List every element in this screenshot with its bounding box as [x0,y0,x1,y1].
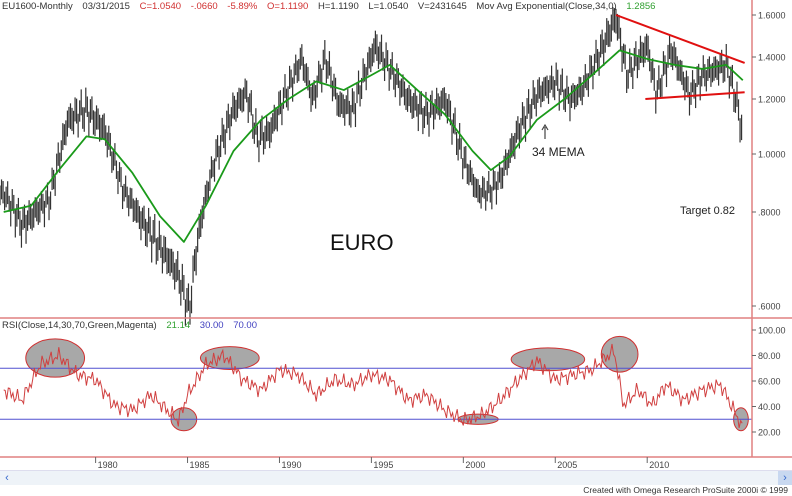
indicator-label: Mov Avg Exponential(Close,34,0) [476,1,617,12]
rsi-value: 21.14 [166,320,191,331]
rsi-highlight-ellipse [510,347,586,372]
indicator-value: 1.2856 [626,1,656,12]
x-tick-label: 1980 [98,460,118,470]
rsi-high-level: 70.00 [233,320,257,331]
rsi-label: RSI(Close,14,30,70,Green,Magenta) [2,320,157,331]
rsi-header: RSI(Close,14,30,70,Green,Magenta) 21.14 … [2,320,264,331]
x-tick-label: 1995 [373,460,393,470]
rsi-line [3,343,743,429]
low-label: L=1.0540 [368,1,409,12]
y-tick-label: 1.0000 [758,150,786,160]
y-tick-label: .8000 [758,208,781,218]
change-pct-label: -5.89% [227,1,258,12]
target-annotation: Target 0.82 [680,205,735,217]
symbol-label: EU1600-Monthly [2,1,73,12]
rsi-highlight-ellipse [600,335,639,373]
trendline [645,91,745,100]
rsi-tick-label: 40.00 [758,402,781,412]
x-tick-label: 2000 [465,460,485,470]
close-label: C=1.0540 [139,1,182,12]
price-header: EU1600-Monthly 03/31/2015 C=1.0540 -.066… [2,1,662,12]
arrow-up-icon [541,123,549,139]
chart-title: EURO [330,230,394,255]
chart: 1.6000 1.4000 1.2000 1.0000 .8000 .6000 100.00… [0,0,792,470]
chevron-left-icon[interactable]: ‹ [5,472,9,484]
rsi-tick-label: 60.00 [758,377,781,387]
rsi-tick-label: 80.00 [758,351,781,361]
rsi-tick-label: 100.00 [758,326,786,336]
y-tick-label: 1.2000 [758,95,786,105]
rsi-tick-label: 20.00 [758,428,781,438]
date-label: 03/31/2015 [82,1,130,12]
x-tick-label: 2005 [557,460,577,470]
x-tick-label: 2010 [649,460,669,470]
ema-annotation: 34 MEMA [532,145,585,159]
horizontal-scrollbar[interactable]: ‹ › [0,470,792,485]
x-tick-label: 1985 [190,460,210,470]
y-tick-label: .6000 [758,302,781,312]
rsi-low-level: 30.00 [199,320,224,331]
y-tick-label: 1.6000 [758,11,786,21]
x-tick-label: 1990 [281,460,301,470]
trendline [615,14,745,64]
chevron-right-icon[interactable]: › [778,471,792,485]
open-label: O=1.1190 [267,1,309,12]
y-tick-label: 1.4000 [758,53,786,63]
footer-credit: Created with Omega Research ProSuite 200… [583,485,788,495]
high-label: H=1.1190 [317,1,359,12]
volume-label: V=2431645 [417,1,467,12]
ema-34-line [3,49,744,243]
change-label: -.0660 [190,1,218,12]
